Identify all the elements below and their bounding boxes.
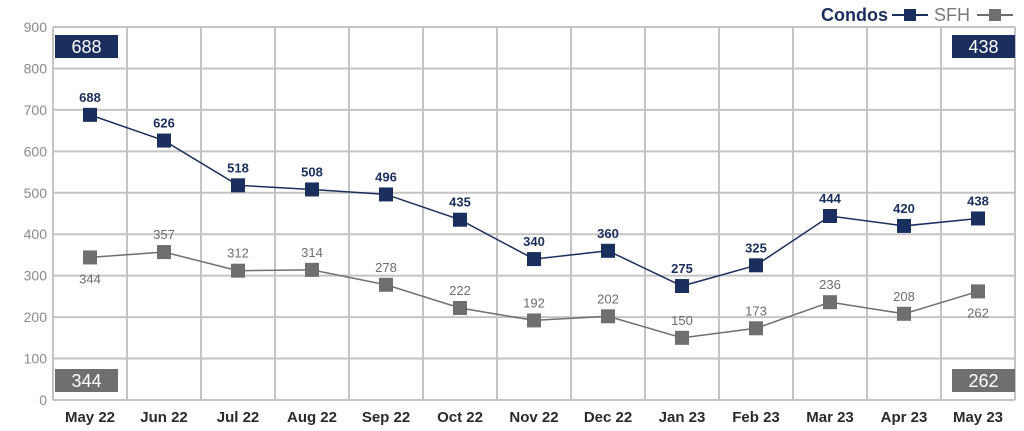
data-point — [675, 330, 689, 345]
data-point — [83, 107, 97, 122]
data-label: 360 — [597, 226, 619, 241]
condos-end-box-label: 438 — [968, 37, 998, 57]
y-tick-label: 900 — [24, 19, 48, 35]
y-tick-label: 500 — [24, 185, 48, 201]
data-label: 518 — [227, 160, 249, 175]
x-tick-label: Aug 22 — [287, 409, 337, 426]
data-label: 275 — [671, 261, 693, 276]
data-point — [157, 245, 171, 260]
data-label: 314 — [301, 245, 323, 260]
data-label: 312 — [227, 246, 249, 261]
data-point — [379, 277, 393, 292]
x-tick-label: May 23 — [953, 409, 1003, 426]
y-tick-label: 100 — [24, 351, 48, 367]
data-point — [823, 295, 837, 310]
x-tick-label: Apr 23 — [881, 409, 928, 426]
sfh-start-box-label: 344 — [71, 371, 101, 391]
condos-start-box-label: 688 — [71, 37, 101, 57]
data-point — [527, 252, 541, 267]
data-point — [305, 182, 319, 197]
data-label: 150 — [671, 313, 693, 328]
data-point — [601, 243, 615, 258]
data-point — [231, 178, 245, 193]
x-tick-label: Jul 22 — [217, 409, 260, 426]
data-point — [897, 306, 911, 321]
legend-marker-condos — [904, 9, 916, 21]
data-point — [231, 263, 245, 278]
data-label: 626 — [153, 116, 175, 131]
x-tick-label: Sep 22 — [362, 409, 410, 426]
y-tick-label: 600 — [24, 143, 48, 159]
x-tick-label: Oct 22 — [437, 409, 483, 426]
data-point — [675, 279, 689, 294]
x-tick-label: Mar 23 — [806, 409, 854, 426]
data-label: 278 — [375, 260, 397, 275]
y-tick-label: 300 — [24, 268, 48, 284]
y-tick-label: 0 — [39, 392, 47, 408]
y-tick-label: 400 — [24, 226, 48, 242]
data-label: 340 — [523, 234, 545, 249]
data-point — [601, 309, 615, 324]
data-label: 435 — [449, 195, 471, 210]
sfh-end-box-label: 262 — [968, 371, 998, 391]
data-label: 508 — [301, 164, 323, 179]
data-label: 173 — [745, 303, 767, 318]
condos-start-box — [55, 35, 118, 58]
data-label: 208 — [893, 289, 915, 304]
data-label: 202 — [597, 291, 619, 306]
data-label: 222 — [449, 283, 471, 298]
y-tick-label: 700 — [24, 102, 48, 118]
data-point — [453, 300, 467, 315]
data-label: 444 — [819, 191, 841, 206]
data-point — [453, 212, 467, 227]
data-label: 262 — [967, 305, 989, 320]
sfh-start-box — [55, 369, 118, 392]
data-point — [157, 133, 171, 148]
x-tick-label: Nov 22 — [509, 409, 558, 426]
data-label: 496 — [375, 169, 397, 184]
y-tick-label: 200 — [24, 309, 48, 325]
x-tick-label: Dec 22 — [584, 409, 632, 426]
data-point — [897, 218, 911, 233]
data-point — [379, 187, 393, 202]
data-label: 325 — [745, 240, 767, 255]
data-point — [823, 208, 837, 223]
data-point — [749, 258, 763, 273]
data-point — [749, 321, 763, 336]
sfh-end-box — [952, 369, 1015, 392]
x-tick-label: Jun 22 — [140, 409, 188, 426]
data-label: 236 — [819, 277, 841, 292]
data-label: 357 — [153, 227, 175, 242]
legend-label-sfh: SFH — [934, 5, 970, 25]
data-point — [527, 313, 541, 328]
data-label: 438 — [967, 193, 989, 208]
legend-label-condos: Condos — [821, 5, 888, 25]
data-label: 688 — [79, 90, 101, 105]
data-label: 420 — [893, 201, 915, 216]
legend-marker-sfh — [989, 9, 1001, 21]
condos-end-box — [952, 35, 1015, 58]
data-point — [305, 262, 319, 277]
data-point — [971, 284, 985, 299]
data-label: 344 — [79, 271, 101, 286]
x-tick-label: Feb 23 — [732, 409, 780, 426]
data-point — [971, 211, 985, 226]
x-tick-label: Jan 23 — [659, 409, 706, 426]
y-tick-label: 800 — [24, 60, 48, 76]
x-tick-label: May 22 — [65, 409, 115, 426]
data-label: 192 — [523, 295, 545, 310]
data-point — [83, 250, 97, 265]
